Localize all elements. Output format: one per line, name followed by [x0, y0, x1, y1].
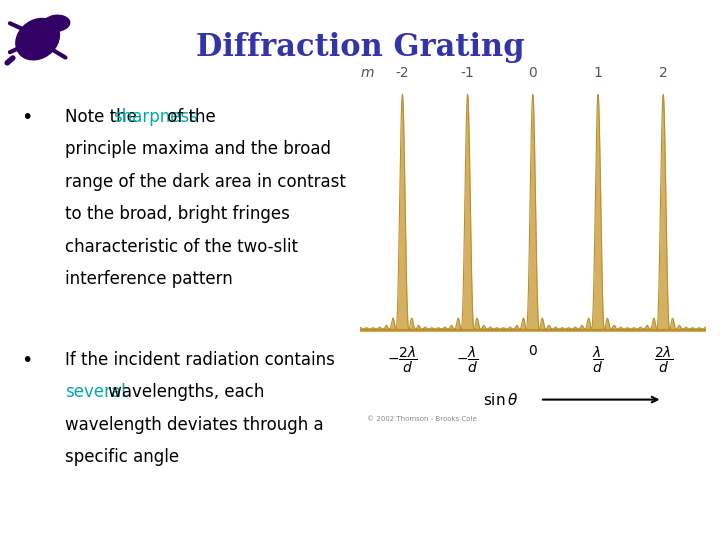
Text: -1: -1	[461, 66, 474, 80]
Text: •: •	[22, 351, 33, 370]
Text: several: several	[65, 383, 125, 401]
Ellipse shape	[16, 18, 60, 60]
Text: principle maxima and the broad: principle maxima and the broad	[65, 140, 330, 158]
FancyArrowPatch shape	[10, 46, 24, 52]
Text: interference pattern: interference pattern	[65, 270, 233, 288]
Text: $m$: $m$	[360, 66, 374, 80]
Text: -2: -2	[395, 66, 409, 80]
Text: wavelengths, each: wavelengths, each	[102, 383, 264, 401]
Text: $-\dfrac{2\lambda}{d}$: $-\dfrac{2\lambda}{d}$	[387, 344, 418, 375]
Text: $0$: $0$	[528, 344, 538, 358]
Text: sharpness: sharpness	[114, 108, 199, 126]
Ellipse shape	[43, 15, 70, 31]
Text: to the broad, bright fringes: to the broad, bright fringes	[65, 205, 289, 223]
Text: 2: 2	[659, 66, 667, 80]
Text: $-\dfrac{\lambda}{d}$: $-\dfrac{\lambda}{d}$	[456, 344, 479, 375]
FancyArrowPatch shape	[51, 49, 66, 58]
FancyArrowPatch shape	[10, 23, 24, 30]
Text: If the incident radiation contains: If the incident radiation contains	[65, 351, 335, 369]
Text: Note the: Note the	[65, 108, 142, 126]
Text: characteristic of the two-slit: characteristic of the two-slit	[65, 238, 298, 255]
Text: 1: 1	[593, 66, 603, 80]
Text: © 2002 Thomson - Brooks Cole: © 2002 Thomson - Brooks Cole	[367, 416, 477, 422]
Text: range of the dark area in contrast: range of the dark area in contrast	[65, 173, 346, 191]
FancyArrowPatch shape	[48, 23, 61, 30]
Text: of the: of the	[162, 108, 216, 126]
FancyArrowPatch shape	[7, 58, 13, 63]
Text: $\dfrac{2\lambda}{d}$: $\dfrac{2\lambda}{d}$	[654, 344, 672, 375]
Text: specific angle: specific angle	[65, 448, 179, 466]
Text: 0: 0	[528, 66, 537, 80]
Text: $\dfrac{\lambda}{d}$: $\dfrac{\lambda}{d}$	[593, 344, 604, 375]
Text: $\sin\theta$: $\sin\theta$	[483, 392, 518, 408]
Text: •: •	[22, 108, 33, 127]
Text: Diffraction Grating: Diffraction Grating	[196, 32, 524, 63]
Text: wavelength deviates through a: wavelength deviates through a	[65, 416, 323, 434]
